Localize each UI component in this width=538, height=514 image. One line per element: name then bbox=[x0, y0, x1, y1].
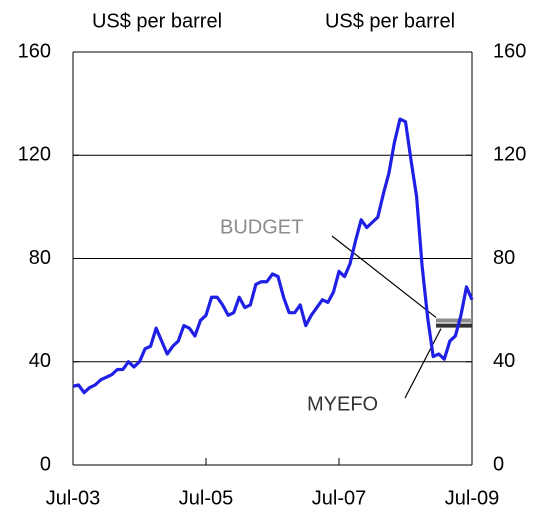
x-tick-label: Jul-09 bbox=[445, 487, 499, 509]
data-line bbox=[72, 117, 474, 395]
y-axis-label: US$ per barrel bbox=[92, 10, 222, 32]
y-tick-label: 40 bbox=[29, 350, 51, 372]
x-tick-label: Jul-05 bbox=[179, 487, 233, 509]
y-tick-label: 0 bbox=[40, 453, 51, 475]
y2-tick-label: 120 bbox=[493, 144, 526, 166]
x-tick-label: Jul-07 bbox=[312, 487, 366, 509]
y-tick-label: 120 bbox=[18, 144, 51, 166]
annotation-connector bbox=[331, 235, 437, 318]
annotation-connector bbox=[404, 328, 442, 399]
y2-tick-label: 40 bbox=[493, 350, 515, 372]
y2-tick-label: 0 bbox=[493, 453, 504, 475]
annotation-label: MYEFO bbox=[307, 393, 378, 415]
y2-tick-label: 80 bbox=[493, 247, 515, 269]
y-tick-label: 80 bbox=[29, 247, 51, 269]
annotation-label: BUDGET bbox=[220, 216, 303, 238]
y-tick-label: 160 bbox=[18, 40, 51, 62]
y2-tick-label: 160 bbox=[493, 40, 526, 62]
y2-axis-label: US$ per barrel bbox=[325, 10, 455, 32]
x-tick-label: Jul-03 bbox=[46, 487, 100, 509]
